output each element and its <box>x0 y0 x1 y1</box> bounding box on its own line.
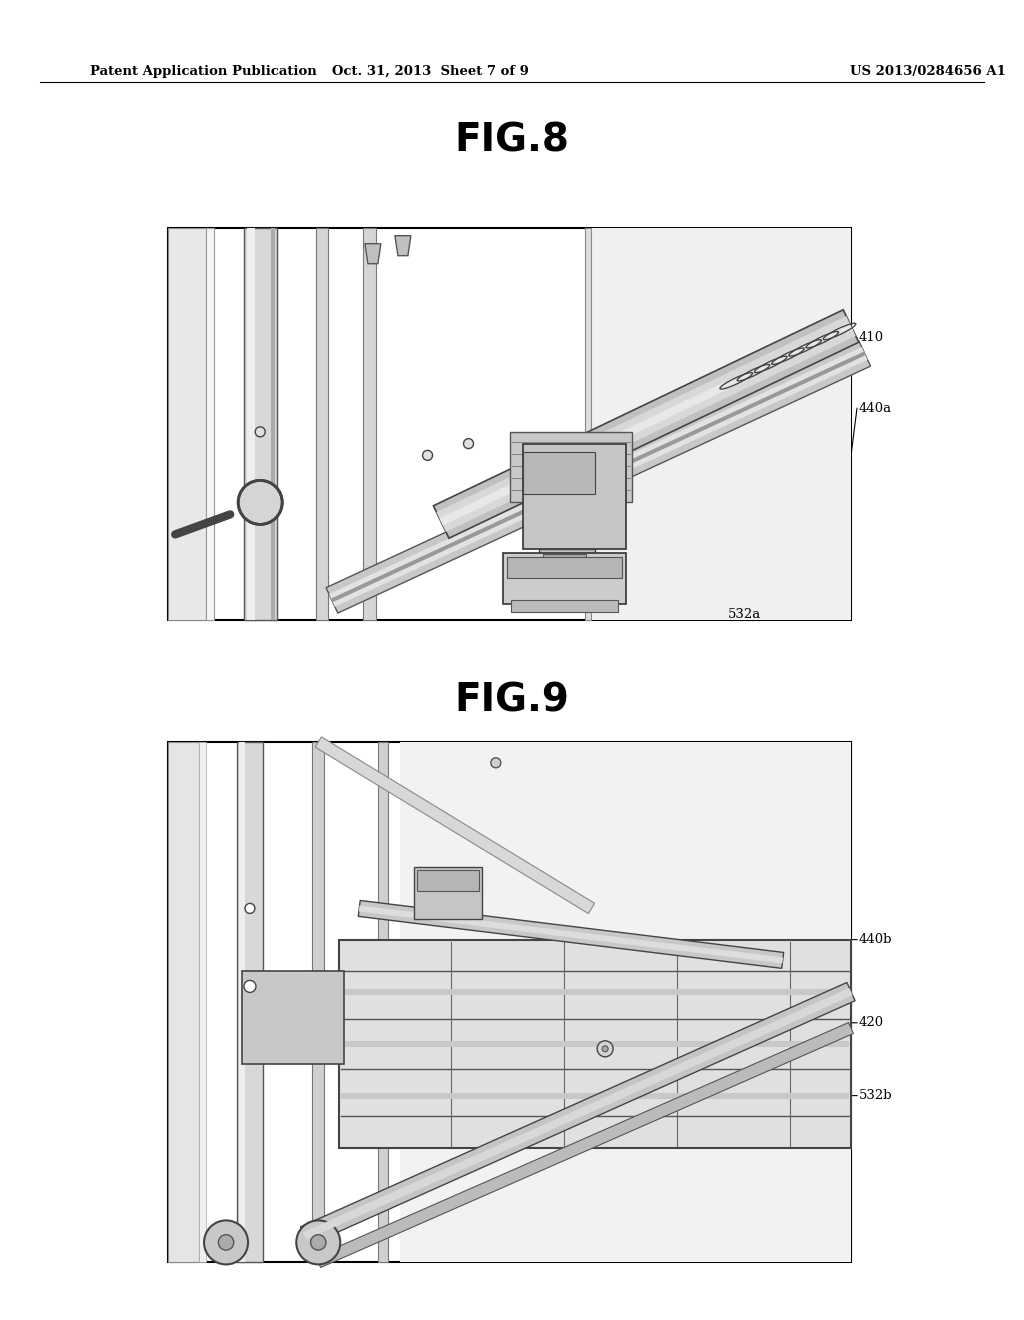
Circle shape <box>310 1234 326 1250</box>
Polygon shape <box>329 347 867 607</box>
Bar <box>206 228 214 620</box>
Circle shape <box>218 1234 233 1250</box>
Circle shape <box>296 1221 340 1265</box>
Bar <box>315 228 328 620</box>
Circle shape <box>204 1221 248 1265</box>
Text: 420: 420 <box>859 1016 884 1030</box>
Text: 440a: 440a <box>859 401 892 414</box>
Bar <box>592 228 851 620</box>
Bar <box>312 742 325 1262</box>
Circle shape <box>244 981 256 993</box>
Bar <box>168 228 851 620</box>
Bar <box>242 970 344 1064</box>
Polygon shape <box>433 310 859 539</box>
Polygon shape <box>303 987 853 1239</box>
Polygon shape <box>358 906 783 964</box>
Bar <box>237 742 263 1262</box>
Text: US 2013/0284656 A1: US 2013/0284656 A1 <box>850 65 1006 78</box>
Circle shape <box>239 480 283 524</box>
Bar <box>341 1040 849 1047</box>
Circle shape <box>464 438 473 449</box>
Bar <box>339 940 851 1147</box>
Bar <box>168 228 206 620</box>
Polygon shape <box>331 351 865 602</box>
Polygon shape <box>315 737 595 913</box>
Polygon shape <box>439 322 853 525</box>
Circle shape <box>490 758 501 768</box>
Bar <box>364 228 376 620</box>
Text: 532b: 532b <box>859 1089 893 1102</box>
Bar <box>199 742 206 1262</box>
Text: Patent Application Publication: Patent Application Publication <box>90 65 316 78</box>
Text: 410: 410 <box>859 331 884 345</box>
Bar <box>378 742 388 1262</box>
Polygon shape <box>358 900 783 969</box>
Bar <box>511 601 617 612</box>
Bar <box>523 444 626 549</box>
Bar <box>543 554 586 562</box>
Bar <box>168 742 199 1262</box>
Polygon shape <box>300 982 855 1245</box>
Bar <box>503 553 626 605</box>
Bar <box>414 867 482 919</box>
Text: 440b: 440b <box>859 933 893 946</box>
Bar <box>417 870 479 891</box>
Bar <box>239 742 246 1262</box>
Polygon shape <box>395 236 411 256</box>
Bar <box>247 228 255 620</box>
Circle shape <box>255 426 265 437</box>
Circle shape <box>597 1040 613 1057</box>
Text: Oct. 31, 2013  Sheet 7 of 9: Oct. 31, 2013 Sheet 7 of 9 <box>332 65 528 78</box>
Polygon shape <box>315 1023 853 1267</box>
Bar <box>341 1093 849 1098</box>
Bar <box>244 228 276 620</box>
Bar <box>585 228 592 620</box>
Bar <box>539 549 595 568</box>
Circle shape <box>423 450 432 461</box>
Bar <box>270 228 274 620</box>
Polygon shape <box>365 244 381 264</box>
Circle shape <box>245 903 255 913</box>
Circle shape <box>602 1045 608 1052</box>
Bar <box>168 742 851 1262</box>
Bar <box>523 451 595 494</box>
Bar <box>507 557 622 578</box>
Polygon shape <box>326 341 870 612</box>
Bar <box>510 432 633 503</box>
Text: 532a: 532a <box>728 609 761 622</box>
Bar <box>341 989 849 994</box>
Bar <box>400 742 851 1262</box>
Text: FIG.9: FIG.9 <box>455 681 569 719</box>
Polygon shape <box>436 315 856 532</box>
Text: FIG.8: FIG.8 <box>455 121 569 158</box>
